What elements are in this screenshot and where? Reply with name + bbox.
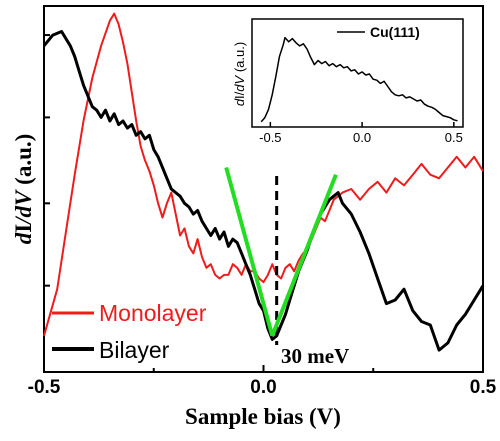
inset-chart: Cu(111) -0.5 0.0 0.5 dI/dV (a.u.) [232,18,464,145]
y-title-part: /d [11,205,36,225]
y-title-part: d [11,232,36,244]
fit-line-right [270,173,338,337]
inset-y-title-part: (a.u.) [232,42,247,76]
x-tick-label: 0.5 [470,377,497,398]
inset-y-title-part: I [232,95,247,99]
legend-label-bilayer: Bilayer [99,337,170,363]
legend-label-monolayer: Monolayer [99,300,207,326]
inset-x-tick-label: -0.5 [259,130,281,145]
main-x-ticks [43,365,484,372]
inset-x-tick-label: 0.5 [445,130,463,145]
y-title-part: (a.u.) [11,134,36,191]
main-legend: Monolayer Bilayer [52,300,207,363]
y-title-part: I [11,224,36,233]
inset-x-ticks [269,122,455,127]
main-y-ticks [44,34,50,287]
inset-legend-label: Cu(111) [370,24,420,40]
inset-y-title-part: / [232,91,247,95]
fit-line-left [224,166,275,337]
series-line-monolayer [43,12,484,337]
gap-annotation: 30 meV [281,344,349,368]
series-line-cu111 [260,36,458,123]
inset-y-title-part: d [232,98,247,106]
y-axis-title: dI/dV (a.u.) [11,134,36,245]
x-axis-title: Sample bias (V) [185,404,341,429]
x-tick-label: -0.5 [28,377,61,398]
inset-y-axis-title: dI/dV (a.u.) [232,42,247,106]
inset-x-tick-label: 0.0 [353,130,371,145]
x-tick-label: 0.0 [250,377,276,398]
inset-y-title-part: dV [232,74,247,91]
y-title-part: V [11,189,36,206]
series-line-bilayer [42,30,485,352]
